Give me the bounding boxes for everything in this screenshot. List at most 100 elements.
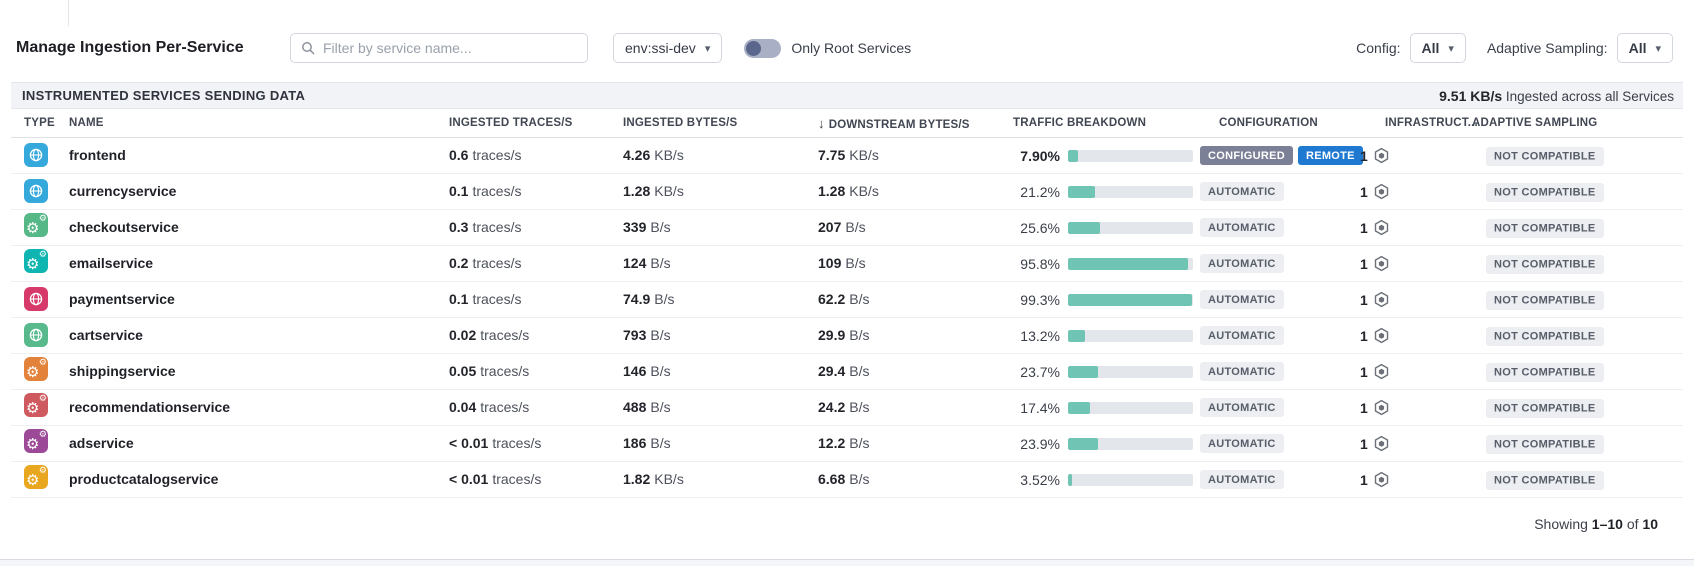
traffic-bar-fill xyxy=(1068,221,1100,234)
name-cell: currencyservice xyxy=(58,183,438,201)
table-row[interactable]: cartservice 0.02 traces/s 793 B/s 29.9 B/s … xyxy=(11,318,1683,354)
ingested-bytes-value: 339 xyxy=(623,218,647,235)
adaptive-sampling-badge: NOT COMPATIBLE xyxy=(1486,363,1604,382)
downstream-bytes-value: 6.68 xyxy=(818,470,846,487)
ingested-bytes-unit: B/s xyxy=(650,362,671,379)
table-row[interactable]: ⚙ ⚙ checkoutservice 0.3 traces/s 339 B/s 20… xyxy=(11,210,1683,246)
configuration-cell: AUTOMATIC xyxy=(1200,290,1360,309)
ingested-traces-cell: < 0.01 traces/s xyxy=(438,471,612,489)
table-row[interactable]: ⚙ ⚙ adservice < 0.01 traces/s 186 B/s 12.2 B… xyxy=(11,426,1683,462)
table-row[interactable]: ⚙ ⚙ shippingservice 0.05 traces/s 146 B/s 2… xyxy=(11,354,1683,390)
service-name-link[interactable]: productcatalogservice xyxy=(69,470,219,487)
ingested-bytes-unit: B/s xyxy=(654,290,675,307)
table-header-row: TYPE NAME INGESTED TRACES/S INGESTED BYT… xyxy=(11,109,1683,138)
table-row[interactable]: currencyservice 0.1 traces/s 1.28 KB/s 1.2… xyxy=(11,174,1683,210)
column-header-downstream-bytes[interactable]: ↓ DOWNSTREAM BYTES/S xyxy=(818,115,970,131)
table-row[interactable]: paymentservice 0.1 traces/s 74.9 B/s 62.2 B… xyxy=(11,282,1683,318)
column-header-type[interactable]: TYPE xyxy=(24,117,55,129)
name-cell: productcatalogservice xyxy=(58,471,438,489)
service-name-link[interactable]: paymentservice xyxy=(69,290,175,307)
ingested-bytes-value: 488 xyxy=(623,398,647,415)
service-name-link[interactable]: currencyservice xyxy=(69,182,177,199)
only-root-services-group: Only Root Services xyxy=(744,38,912,58)
table-row[interactable]: ⚙ ⚙ productcatalogservice < 0.01 traces/s … xyxy=(11,462,1683,498)
table-row[interactable]: ⚙ ⚙ recommendationservice 0.04 traces/s 48… xyxy=(11,390,1683,426)
traffic-bar xyxy=(1068,437,1193,450)
column-header-adaptive-sampling[interactable]: ADAPTIVE SAMPLING xyxy=(1472,117,1598,129)
traffic-bar-fill xyxy=(1068,437,1098,450)
column-header-infrastructure[interactable]: INFRASTRUCT... xyxy=(1385,117,1478,129)
adaptive-sampling-badge: NOT COMPATIBLE xyxy=(1486,183,1604,202)
ingested-traces-cell: 0.04 traces/s xyxy=(438,399,612,417)
configuration-cell: AUTOMATIC xyxy=(1200,434,1360,453)
traffic-bar-fill xyxy=(1068,329,1085,342)
service-filter-search[interactable] xyxy=(290,33,588,63)
remote-badge: REMOTE xyxy=(1297,146,1363,165)
traffic-bar-fill xyxy=(1068,365,1098,378)
column-header-ingested-bytes[interactable]: INGESTED BYTES/S xyxy=(623,117,738,129)
service-name-link[interactable]: recommendationservice xyxy=(69,398,231,415)
service-name-link[interactable]: adservice xyxy=(69,434,134,451)
config-filter-select[interactable]: All ▾ xyxy=(1409,33,1466,63)
downstream-bytes-cell: 7.75 KB/s xyxy=(809,147,1005,165)
chevron-down-icon: ▾ xyxy=(1448,42,1454,55)
table-row[interactable]: frontend 0.6 traces/s 4.26 KB/s 7.75 KB/s 7… xyxy=(11,138,1683,174)
host-hexagon-icon xyxy=(1373,327,1390,344)
downstream-bytes-unit: B/s xyxy=(845,254,866,271)
ingested-bytes-unit: KB/s xyxy=(654,146,684,163)
ingested-traces-cell: 0.6 traces/s xyxy=(438,147,612,165)
gears-icon: ⚙ ⚙ xyxy=(24,213,48,237)
downstream-bytes-value: 29.9 xyxy=(818,326,846,343)
type-cell: ⚙ ⚙ xyxy=(11,249,58,278)
only-root-services-toggle[interactable] xyxy=(744,38,782,58)
total-ingestion-suffix: Ingested across all Services xyxy=(1502,88,1674,104)
service-name-link[interactable]: shippingservice xyxy=(69,362,176,379)
globe-icon xyxy=(24,323,48,347)
downstream-bytes-unit: KB/s xyxy=(849,182,879,199)
service-name-link[interactable]: emailservice xyxy=(69,254,154,271)
host-hexagon-icon xyxy=(1373,363,1390,380)
name-cell: frontend xyxy=(58,147,438,165)
service-name-link[interactable]: checkoutservice xyxy=(69,218,179,235)
host-hexagon-icon xyxy=(1373,435,1390,452)
downstream-bytes-cell: 109 B/s xyxy=(809,255,1005,273)
pagination-status: Showing 1–10 of 10 xyxy=(0,498,1694,532)
column-header-ingested-traces[interactable]: INGESTED TRACES/S xyxy=(449,117,573,129)
column-header-configuration[interactable]: CONFIGURATION xyxy=(1219,117,1318,129)
ingested-traces-cell: 0.1 traces/s xyxy=(438,183,612,201)
column-header-name[interactable]: NAME xyxy=(69,117,104,129)
downstream-bytes-cell: 1.28 KB/s xyxy=(809,183,1005,201)
adaptive-sampling-filter-select[interactable]: All ▾ xyxy=(1616,33,1673,63)
ingested-bytes-cell: 4.26 KB/s xyxy=(612,147,809,165)
automatic-badge: AUTOMATIC xyxy=(1200,326,1284,345)
downstream-bytes-value: 207 xyxy=(818,218,842,235)
ingested-bytes-unit: B/s xyxy=(650,254,671,271)
downstream-bytes-unit: KB/s xyxy=(849,146,879,163)
ingested-bytes-value: 793 xyxy=(623,326,647,343)
downstream-bytes-unit: B/s xyxy=(849,290,870,307)
ingested-traces-value: 0.02 xyxy=(449,326,477,343)
downstream-bytes-cell: 12.2 B/s xyxy=(809,435,1005,453)
only-root-services-label: Only Root Services xyxy=(791,40,912,56)
ingested-traces-cell: 0.2 traces/s xyxy=(438,255,612,273)
downstream-bytes-value: 62.2 xyxy=(818,290,846,307)
service-name-link[interactable]: cartservice xyxy=(69,326,143,343)
column-header-traffic-breakdown[interactable]: TRAFFIC BREAKDOWN xyxy=(1013,117,1147,129)
ingested-traces-cell: 0.02 traces/s xyxy=(438,327,612,345)
adaptive-sampling-filter-group: Adaptive Sampling: All ▾ xyxy=(1487,33,1673,63)
type-cell: ⚙ ⚙ xyxy=(11,393,58,422)
service-name-link[interactable]: frontend xyxy=(69,146,126,163)
adaptive-sampling-badge: NOT COMPATIBLE xyxy=(1486,147,1604,166)
table-row[interactable]: ⚙ ⚙ emailservice 0.2 traces/s 124 B/s 109 B/… xyxy=(11,246,1683,282)
traffic-bar xyxy=(1068,149,1193,162)
search-input[interactable] xyxy=(323,40,577,56)
type-cell xyxy=(11,179,58,204)
downstream-bytes-value: 7.75 xyxy=(818,146,846,163)
ingested-bytes-value: 1.28 xyxy=(623,182,651,199)
env-selector[interactable]: env:ssi-dev ▾ xyxy=(613,33,723,63)
downstream-bytes-value: 1.28 xyxy=(818,182,846,199)
downstream-bytes-value: 24.2 xyxy=(818,398,846,415)
ingested-traces-cell: 0.05 traces/s xyxy=(438,363,612,381)
chevron-down-icon: ▾ xyxy=(704,42,711,55)
configuration-cell: AUTOMATIC xyxy=(1200,326,1360,345)
